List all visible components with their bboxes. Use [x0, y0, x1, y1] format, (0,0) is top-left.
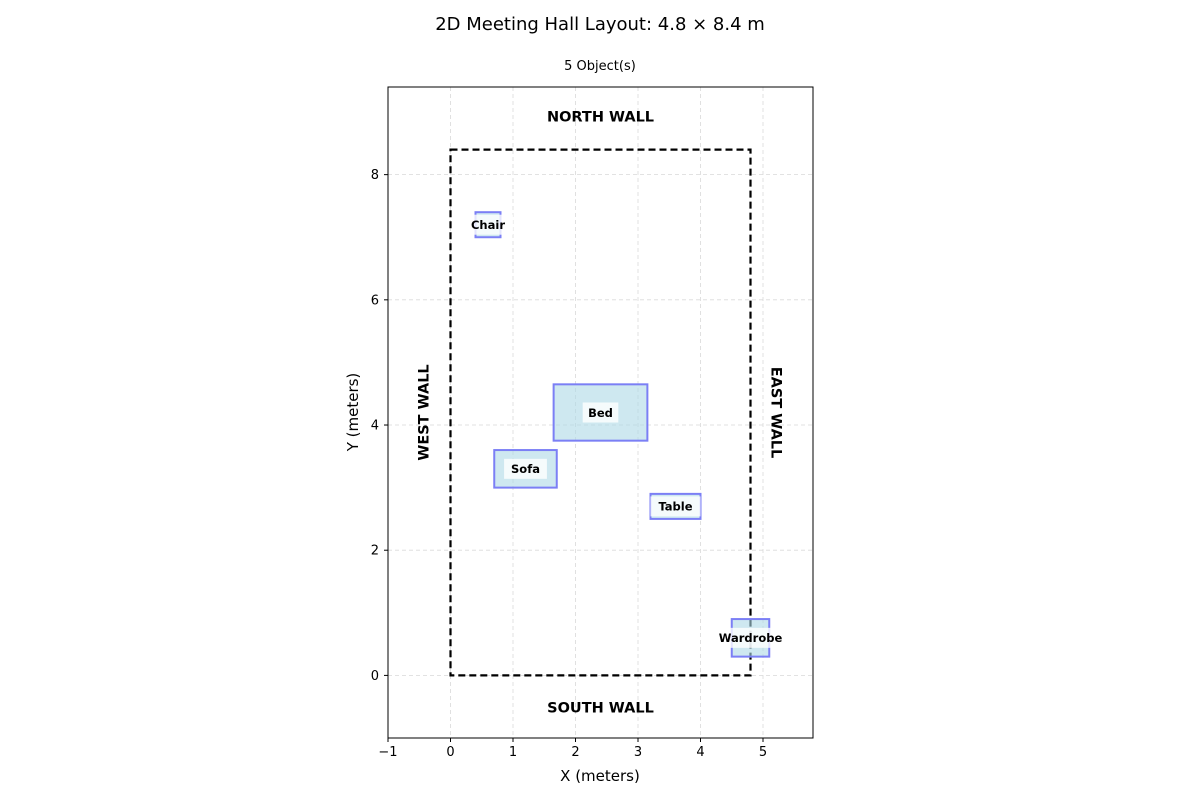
x-tick-label: 2	[571, 745, 579, 760]
room-boundary	[449, 148, 752, 677]
y-tick-label: 0	[371, 669, 379, 684]
x-tick-label: 4	[696, 745, 704, 760]
object-label-chair: Chair	[471, 218, 505, 232]
south-wall-label: SOUTH WALL	[547, 700, 654, 716]
object-label-background	[650, 496, 701, 517]
object-label-bed: Bed	[588, 406, 613, 420]
plot-frame	[387, 86, 814, 739]
x-tick-label: 5	[759, 745, 767, 760]
y-tick-label: 8	[371, 168, 379, 183]
x-axis-label: X (meters)	[560, 767, 640, 785]
object-label-sofa: Sofa	[511, 462, 540, 476]
east-wall-label: EAST WALL	[768, 367, 784, 459]
y-axis-label: Y (meters)	[344, 373, 362, 453]
chart-subtitle: 5 Object(s)	[564, 59, 636, 74]
x-tick-label: 1	[509, 745, 517, 760]
west-wall-label: WEST WALL	[417, 364, 433, 460]
object-label-background	[714, 627, 787, 648]
y-tick-label: 6	[371, 293, 379, 308]
north-wall-label: NORTH WALL	[547, 110, 654, 126]
y-tick-label: 2	[371, 544, 379, 559]
object-label-table: Table	[658, 500, 692, 514]
x-tick-label: 3	[634, 745, 642, 760]
object-label-background	[582, 402, 619, 423]
object-label-wardrobe: Wardrobe	[719, 631, 783, 645]
chart-title: 2D Meeting Hall Layout: 4.8 × 8.4 m	[435, 14, 765, 35]
x-tick-label: −1	[378, 745, 397, 760]
x-tick-label: 0	[446, 745, 454, 760]
object-label-background	[463, 214, 513, 235]
y-tick-label: 4	[371, 419, 379, 434]
object-label-background	[504, 458, 547, 479]
